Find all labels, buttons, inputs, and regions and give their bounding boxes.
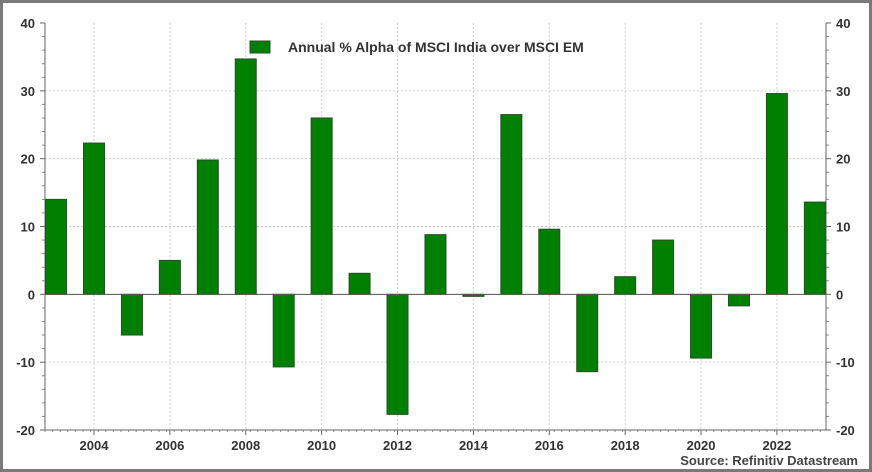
- bar-2017: [576, 293, 599, 373]
- bar-2022: [765, 93, 788, 295]
- bar-2012: [386, 293, 409, 415]
- y-tick-label-right: -20: [836, 423, 855, 438]
- y-tick-label-left: 10: [21, 220, 35, 235]
- bar-2007: [196, 159, 219, 295]
- x-tick-label: 2018: [611, 438, 640, 453]
- y-tick-label-left: 0: [28, 287, 35, 302]
- y-tick-label-right: -10: [836, 355, 855, 370]
- bar-2005: [120, 293, 143, 336]
- y-tick-label-right: 10: [836, 220, 850, 235]
- bar-2003: [45, 198, 68, 295]
- x-tick-label: 2014: [459, 438, 489, 453]
- bar-2011: [348, 272, 371, 295]
- bar-2004: [83, 142, 105, 295]
- bar-2010: [310, 117, 333, 295]
- y-tick-label-left: -10: [16, 355, 35, 370]
- bar-2018: [614, 276, 637, 295]
- x-tick-label: 2004: [80, 438, 110, 453]
- x-tick-label: 2012: [383, 438, 412, 453]
- bar-2023: [803, 201, 826, 295]
- bar-2020: [690, 293, 713, 359]
- legend-label: Annual % Alpha of MSCI India over MSCI E…: [288, 39, 584, 55]
- x-tick-label: 2010: [307, 438, 336, 453]
- x-tick-label: 2016: [535, 438, 564, 453]
- source-label: Source: Refinitiv Datastream: [680, 453, 858, 468]
- x-tick-label: 2008: [231, 438, 260, 453]
- x-tick-label: 2022: [762, 438, 791, 453]
- y-tick-label-left: 40: [21, 16, 35, 31]
- y-tick-label-left: -20: [16, 423, 35, 438]
- bar-2019: [652, 239, 675, 295]
- bar-2015: [500, 114, 523, 295]
- x-tick-label: 2020: [687, 438, 716, 453]
- bar-2009: [272, 293, 295, 368]
- y-tick-label-right: 0: [836, 287, 843, 302]
- y-tick-label-left: 30: [21, 84, 35, 99]
- bar-2008: [234, 58, 257, 295]
- bar-2016: [538, 228, 561, 295]
- bar-2013: [424, 234, 447, 295]
- legend-swatch: [249, 40, 271, 54]
- x-tick-label: 2006: [155, 438, 184, 453]
- y-tick-label-right: 40: [836, 16, 850, 31]
- y-tick-label-right: 30: [836, 84, 850, 99]
- y-tick-label-right: 20: [836, 152, 850, 167]
- bar-2006: [158, 259, 181, 295]
- bar-2021: [727, 293, 750, 307]
- y-tick-label-left: 20: [21, 152, 35, 167]
